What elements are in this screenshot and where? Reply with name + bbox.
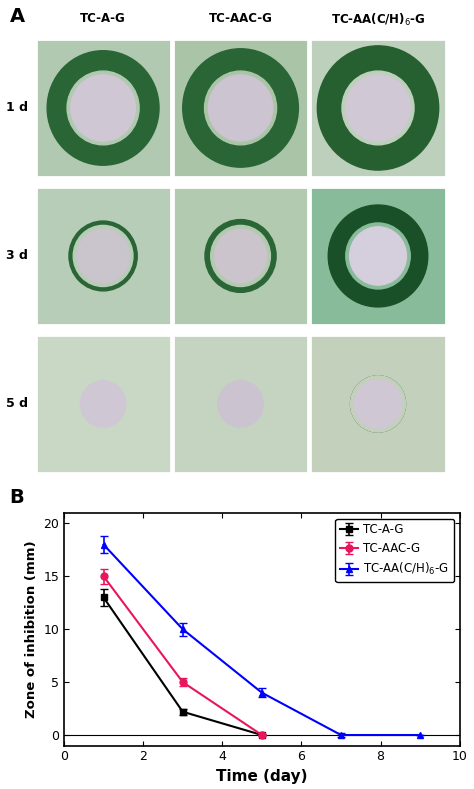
Circle shape (67, 71, 139, 145)
Circle shape (346, 223, 410, 289)
Circle shape (77, 230, 129, 282)
Circle shape (342, 71, 414, 145)
Circle shape (71, 75, 136, 141)
Circle shape (354, 380, 401, 428)
Circle shape (47, 50, 159, 165)
Circle shape (346, 75, 410, 141)
Legend: TC-A-G, TC-AAC-G, TC-AA(C/H)$_6$-G: TC-A-G, TC-AAC-G, TC-AA(C/H)$_6$-G (335, 518, 454, 582)
Circle shape (204, 71, 277, 145)
Circle shape (76, 377, 129, 431)
Circle shape (328, 205, 428, 307)
FancyBboxPatch shape (36, 187, 171, 325)
Circle shape (210, 226, 270, 286)
Text: TC-AAC-G: TC-AAC-G (209, 12, 273, 25)
Circle shape (79, 380, 127, 428)
Text: 5 d: 5 d (6, 398, 27, 410)
Text: B: B (9, 488, 24, 507)
Circle shape (350, 376, 406, 432)
FancyBboxPatch shape (36, 335, 171, 473)
X-axis label: Time (day): Time (day) (216, 769, 308, 784)
Circle shape (182, 49, 299, 167)
Text: A: A (9, 7, 25, 26)
FancyBboxPatch shape (310, 39, 446, 177)
Circle shape (205, 219, 276, 293)
Y-axis label: Zone of inhibition (mm): Zone of inhibition (mm) (25, 540, 38, 718)
Circle shape (73, 226, 133, 286)
Circle shape (214, 377, 267, 431)
Circle shape (214, 230, 266, 282)
Text: 3 d: 3 d (6, 249, 27, 263)
Circle shape (350, 376, 406, 432)
FancyBboxPatch shape (310, 335, 446, 473)
FancyBboxPatch shape (173, 187, 308, 325)
Circle shape (317, 46, 439, 170)
FancyBboxPatch shape (310, 187, 446, 325)
Text: 1 d: 1 d (6, 102, 27, 114)
FancyBboxPatch shape (36, 39, 171, 177)
FancyBboxPatch shape (173, 335, 308, 473)
FancyBboxPatch shape (173, 39, 308, 177)
Circle shape (80, 380, 126, 428)
Text: TC-AA(C/H)$_6$-G: TC-AA(C/H)$_6$-G (331, 12, 425, 28)
Circle shape (218, 380, 263, 428)
Circle shape (216, 379, 265, 429)
Circle shape (69, 221, 137, 291)
Circle shape (349, 227, 406, 285)
Circle shape (208, 75, 273, 141)
Text: TC-A-G: TC-A-G (80, 12, 126, 25)
